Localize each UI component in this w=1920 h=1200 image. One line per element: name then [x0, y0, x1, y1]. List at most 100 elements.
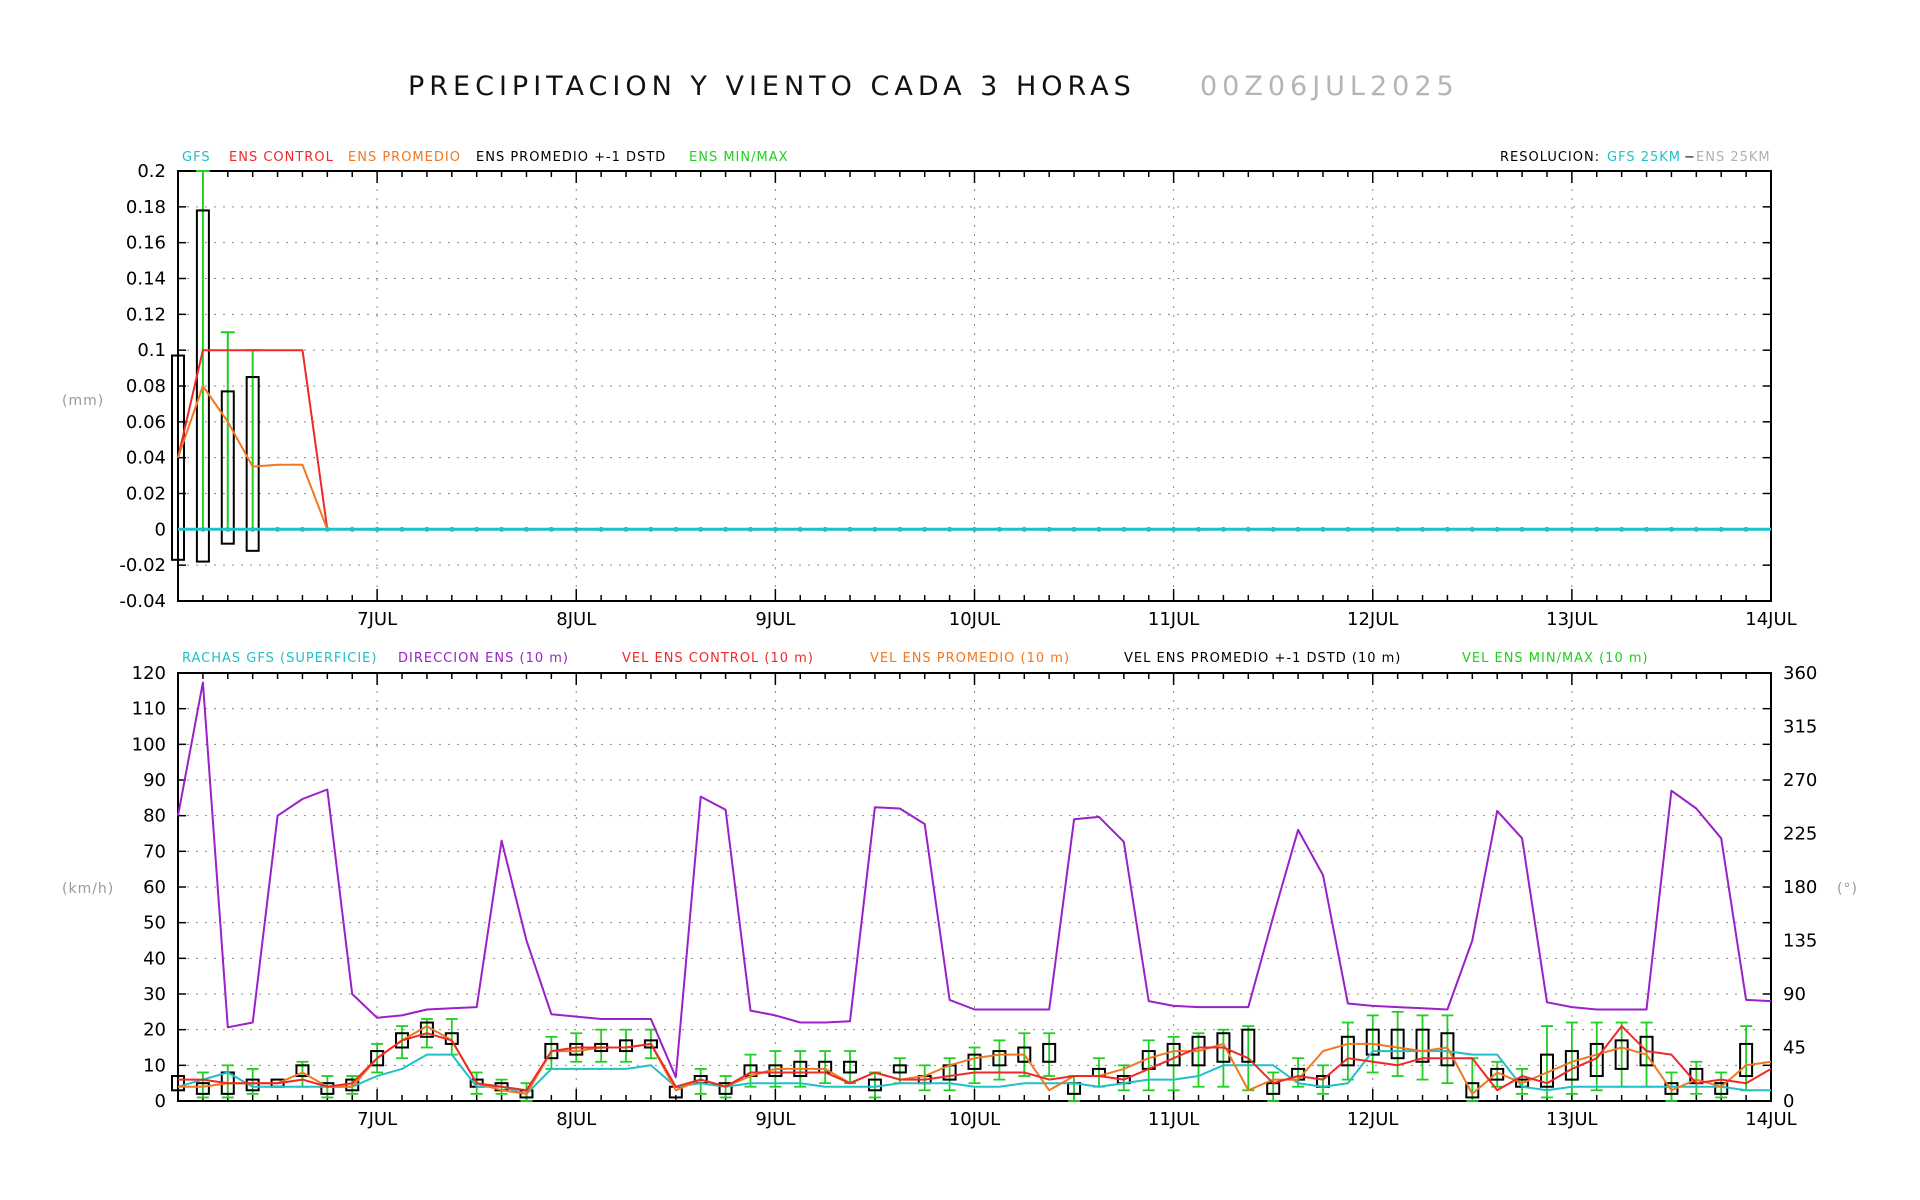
precip-gfs-point [1644, 526, 1650, 532]
precip-gfs-point [1196, 526, 1202, 532]
wind-xtick-label: 7JUL [357, 1109, 397, 1130]
precip-xtick-label: 13JUL [1546, 609, 1597, 630]
precip-gfs-point [1519, 526, 1525, 532]
legend-ens-std: ENS PROMEDIO +-1 DSTD [476, 150, 666, 165]
precip-gfs-point [623, 526, 629, 532]
legend-direction: DIRECCION ENS (10 m) [398, 651, 569, 666]
precip-mean-line [177, 385, 329, 530]
legend-ens-minmax: ENS MIN/MAX [689, 150, 789, 165]
legend-vel-control: VEL ENS CONTROL (10 m) [622, 651, 814, 666]
wind-xtick-label: 13JUL [1546, 1109, 1597, 1130]
wind-std-box [1042, 1042, 1057, 1063]
direction-ytick-label: 45 [1783, 1038, 1806, 1059]
precip-xtick-label: 8JUL [556, 609, 596, 630]
legend-resolution-ens: ENS 25KM [1696, 150, 1771, 165]
wind-std-box [892, 1064, 907, 1074]
wind-xtick-label: 11JUL [1148, 1109, 1199, 1130]
wind-std-box [1340, 1035, 1355, 1067]
precip-gfs-point [1295, 526, 1301, 532]
wind-std-box [295, 1064, 310, 1078]
precip-gfs-point [922, 526, 928, 532]
direction-ytick-label: 270 [1783, 770, 1817, 791]
precip-control-line [177, 349, 329, 530]
precip-ytick-label: 0.06 [126, 412, 166, 433]
precip-gfs-point [1469, 526, 1475, 532]
precip-gfs-point [747, 526, 753, 532]
wind-ytick-label: 40 [143, 948, 166, 969]
wind-xtick-label: 8JUL [556, 1109, 596, 1130]
legend-vel-std: VEL ENS PROMEDIO +-1 DSTD (10 m) [1124, 651, 1401, 666]
wind-std-box [1614, 1039, 1629, 1070]
precip-gfs-point [1320, 526, 1326, 532]
wind-std-box [320, 1082, 335, 1095]
wind-ytick-label: 10 [143, 1055, 166, 1076]
wind-xtick-label: 14JUL [1745, 1109, 1796, 1130]
precip-gfs-point [1171, 526, 1177, 532]
precip-std-box [195, 209, 210, 563]
wind-std-box [718, 1082, 733, 1095]
precip-gfs-point [797, 526, 803, 532]
precip-gfs-point [673, 526, 679, 532]
precip-ytick-label: -0.04 [119, 591, 166, 612]
precip-gfs-point [996, 526, 1002, 532]
precip-gfs-point [1071, 526, 1077, 532]
legend-resolution-dash: − [1684, 150, 1696, 165]
direction-ytick-label: 0 [1783, 1091, 1794, 1112]
precip-gfs-point [548, 526, 554, 532]
precip-gfs-point [1494, 526, 1500, 532]
direction-ytick-label: 180 [1783, 877, 1817, 898]
wind-direction-line [177, 681, 1772, 1079]
legend-ens-control: ENS CONTROL [229, 150, 334, 165]
direction-ytick-label: 225 [1783, 824, 1817, 845]
wind-ytick-label: 20 [143, 1020, 166, 1041]
precip-gfs-point [698, 526, 704, 532]
precip-gfs-point [474, 526, 480, 532]
wind-std-box [1415, 1028, 1430, 1063]
precip-gfs-point [1395, 526, 1401, 532]
wind-gust-line [177, 1050, 1771, 1095]
direction-ytick-label: 315 [1783, 717, 1817, 738]
wind-control-line [178, 1025, 1772, 1092]
precip-xtick-label: 11JUL [1148, 609, 1199, 630]
wind-ytick-label: 30 [143, 984, 166, 1005]
precip-gfs-point [1096, 526, 1102, 532]
precip-ytick-label: 0.02 [126, 484, 166, 505]
precip-gfs-point [573, 526, 579, 532]
wind-ytick-label: 0 [155, 1091, 166, 1112]
precip-gfs-point [1693, 526, 1699, 532]
precip-ytick-label: 0.08 [126, 376, 166, 397]
precip-gfs-point [324, 526, 330, 532]
wind-ytick-label: 60 [143, 877, 166, 898]
precip-gfs-point [648, 526, 654, 532]
legend-vel-mean: VEL ENS PROMEDIO (10 m) [870, 651, 1070, 666]
precip-gfs-point [374, 526, 380, 532]
direction-ytick-label: 135 [1783, 931, 1817, 952]
precip-gfs-point [1345, 526, 1351, 532]
direction-unit-label: (°) [1837, 881, 1858, 897]
precip-ytick-label: 0.14 [126, 269, 166, 290]
legend-resolution-label: RESOLUCION: [1500, 150, 1600, 165]
legend-resolution-gfs: GFS 25KM [1607, 150, 1681, 165]
wind-mean-line [178, 1025, 1772, 1095]
wind-std-box [395, 1032, 410, 1049]
precip-ytick-label: 0 [155, 519, 166, 540]
precip-gfs-point [972, 526, 977, 532]
precip-gfs-point [947, 526, 953, 532]
legend-ens-mean: ENS PROMEDIO [348, 150, 461, 165]
wind-std-box [195, 1082, 210, 1095]
wind-std-box [843, 1060, 858, 1074]
wind-std-box [1739, 1042, 1754, 1078]
precip-gfs-point [275, 526, 281, 532]
wind-std-box [1365, 1028, 1380, 1056]
precip-ytick-label: 0.2 [137, 161, 166, 182]
precip-gfs-point [847, 526, 853, 532]
precip-gfs-point [1544, 526, 1550, 532]
precip-gfs-point [1444, 526, 1450, 532]
wind-ytick-label: 110 [132, 699, 166, 720]
precip-gfs-point [1220, 526, 1226, 532]
run-date: 00Z06JUL2025 [1200, 71, 1459, 102]
precip-gfs-point [822, 526, 828, 532]
precip-ytick-label: 0.1 [137, 340, 166, 361]
precip-ytick-label: 0.12 [126, 304, 166, 325]
wind-ytick-label: 70 [143, 841, 166, 862]
